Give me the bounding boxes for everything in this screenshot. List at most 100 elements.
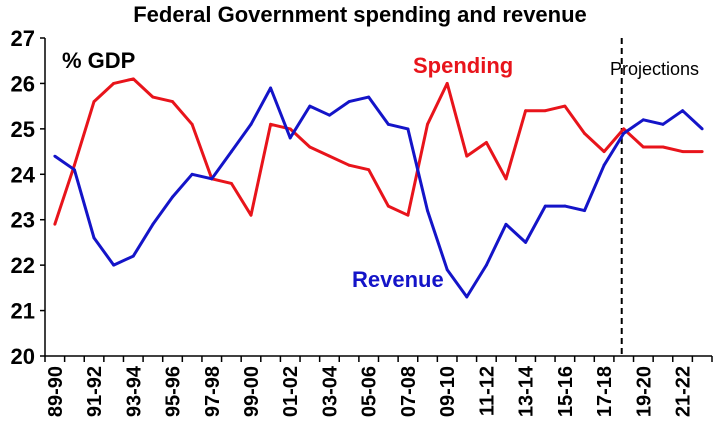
spending-point (583, 132, 586, 135)
spending-point (288, 127, 292, 131)
x-tick-label: 17-18 (594, 366, 616, 417)
x-tick-label: 21-22 (673, 366, 695, 417)
x-tick-label: 09-10 (437, 366, 459, 417)
revenue-point (524, 241, 528, 244)
revenue-point (504, 222, 508, 226)
y-tick-label: 25 (11, 117, 35, 142)
y-tick-label: 20 (11, 344, 35, 369)
y-tick-label: 26 (11, 71, 35, 96)
spending-point (249, 213, 253, 217)
spending-point (190, 122, 194, 126)
x-tick-label: 05-06 (359, 366, 381, 417)
spending-series-label: Spending (413, 53, 513, 78)
revenue-point (583, 209, 586, 213)
revenue-point (131, 254, 135, 258)
spending-point (308, 145, 312, 149)
spending-point (465, 154, 469, 158)
spending-point (229, 181, 233, 185)
revenue-point (406, 127, 410, 131)
y-tick-label: 22 (11, 253, 35, 278)
spending-point (445, 82, 449, 85)
revenue-point (445, 268, 449, 272)
spending-point (92, 100, 96, 103)
revenue-point (73, 168, 76, 172)
spending-point (426, 122, 429, 126)
revenue-point (171, 195, 174, 199)
spending-point (171, 100, 174, 103)
x-tick-label: 95-96 (163, 366, 185, 417)
x-tick-label: 93-94 (123, 365, 145, 417)
revenue-point (229, 150, 233, 153)
spending-point (367, 168, 371, 172)
spending-point (681, 150, 684, 153)
x-tick-label: 11-12 (476, 366, 498, 416)
spending-point (700, 150, 704, 153)
revenue-point (563, 204, 567, 208)
x-tick-label: 01-02 (280, 366, 302, 417)
spending-point (661, 145, 665, 149)
x-tick-label: 91-92 (84, 366, 106, 417)
spending-point (524, 109, 528, 113)
spending-point (151, 95, 155, 99)
revenue-series-label: Revenue (352, 267, 444, 292)
spending-point (622, 127, 626, 131)
revenue-point (661, 122, 665, 126)
revenue-point (484, 263, 488, 267)
revenue-point (53, 154, 57, 158)
spending-point (53, 222, 57, 226)
chart-title: Federal Government spending and revenue (133, 2, 587, 27)
y-axis-label: % GDP (62, 48, 135, 73)
revenue-point (543, 204, 547, 208)
spending-point (641, 145, 645, 149)
revenue-point (308, 104, 312, 108)
revenue-point (347, 100, 351, 103)
spending-point (269, 122, 273, 126)
revenue-point (367, 95, 371, 99)
x-tick-label: 89-90 (45, 366, 67, 417)
spending-point (504, 177, 508, 181)
x-tick-label: 07-08 (398, 366, 420, 417)
revenue-point (622, 132, 626, 135)
spending-point (406, 213, 410, 217)
spending-point (386, 204, 390, 208)
y-tick-label: 27 (11, 26, 35, 51)
revenue-point (210, 177, 214, 181)
revenue-point (151, 222, 155, 226)
revenue-point (681, 109, 684, 113)
spending-point (328, 154, 331, 158)
x-tick-label: 03-04 (319, 365, 341, 417)
revenue-point (465, 295, 469, 299)
revenue-point (249, 122, 253, 126)
revenue-line (53, 86, 704, 299)
projections-label: Projections (610, 59, 699, 79)
spending-point (543, 109, 547, 113)
spending-point (131, 77, 135, 81)
revenue-point (92, 236, 96, 240)
revenue-point (190, 172, 194, 176)
spending-point (563, 104, 567, 108)
spending-point (347, 163, 351, 167)
revenue-point (602, 163, 606, 167)
x-tick-label: 97-98 (202, 366, 224, 417)
y-tick-label: 23 (11, 208, 35, 233)
revenue-point (700, 127, 704, 131)
spending-point (73, 163, 76, 167)
revenue-point (112, 263, 116, 267)
y-tick-label: 21 (11, 299, 35, 324)
spending-point (484, 141, 488, 144)
spending-point (112, 82, 116, 85)
spending-line (53, 77, 703, 225)
spending-point (602, 150, 606, 153)
revenue-point (641, 118, 645, 122)
revenue-point (269, 86, 273, 90)
x-tick-label: 15-16 (555, 366, 577, 417)
x-tick-label: 19-20 (633, 366, 655, 417)
x-tick-label: 99-00 (241, 366, 263, 417)
revenue-point (328, 113, 331, 117)
x-tick-label: 13-14 (516, 365, 538, 417)
y-tick-label: 24 (11, 162, 36, 187)
revenue-point (288, 136, 292, 140)
revenue-point (426, 209, 429, 213)
revenue-point (386, 122, 390, 126)
